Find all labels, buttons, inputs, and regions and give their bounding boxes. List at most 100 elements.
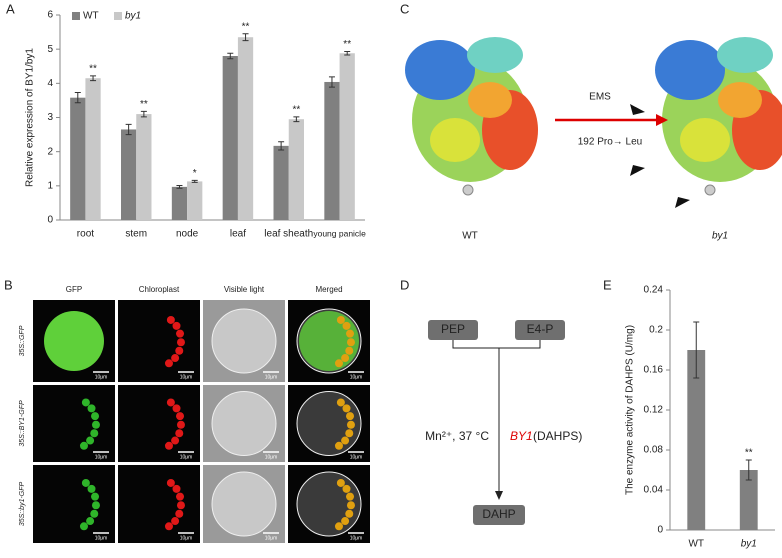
- chloroplast: [166, 478, 175, 487]
- chloroplast: [91, 420, 100, 429]
- scale-label: 10μm: [265, 454, 278, 460]
- y-tick-label: 0.08: [644, 445, 664, 456]
- node-label: DAHP: [482, 507, 515, 521]
- chloroplast: [175, 509, 184, 518]
- bar: [136, 114, 152, 220]
- significance: **: [292, 104, 300, 115]
- chloroplast: [336, 478, 345, 487]
- scale-label: 10μm: [265, 374, 278, 380]
- bar: [70, 97, 86, 220]
- chloroplast: [346, 420, 355, 429]
- chloroplast: [81, 398, 90, 407]
- y-tick-label: 2: [47, 146, 53, 157]
- arrow-head: [495, 491, 503, 500]
- error-bar: [227, 52, 234, 60]
- legend-swatch: [72, 12, 80, 20]
- panel-label: D: [400, 277, 409, 292]
- chloroplast: [90, 429, 99, 438]
- bar: [222, 56, 238, 220]
- chloroplast: [79, 441, 88, 450]
- chloroplast: [346, 412, 355, 421]
- significance: **: [140, 99, 148, 110]
- y-tick-label: 0.16: [644, 365, 664, 376]
- chloroplast: [345, 346, 354, 355]
- bar: [339, 53, 355, 221]
- column-header: Chloroplast: [139, 285, 180, 294]
- chloroplast: [342, 484, 351, 493]
- chloroplast: [166, 315, 175, 324]
- chloroplast: [171, 517, 180, 526]
- error-bar: [74, 92, 81, 104]
- row-label: 35S::BY1-GFP: [19, 400, 26, 447]
- significance: **: [242, 21, 250, 32]
- bar: [171, 186, 188, 220]
- chloroplast: [172, 404, 181, 413]
- y-tick-label: 0.04: [644, 485, 664, 496]
- significance: *: [193, 168, 197, 179]
- y-tick-label: 0.12: [644, 405, 664, 416]
- micrograph: [33, 385, 115, 462]
- micrograph: [118, 300, 200, 382]
- chloroplast: [87, 404, 96, 413]
- row-label: 35S::by1-GFP: [19, 481, 26, 526]
- chloroplast: [176, 329, 185, 338]
- chloroplast: [346, 338, 355, 347]
- scale-label: 10μm: [95, 374, 108, 380]
- significance: **: [343, 39, 351, 50]
- structure-label: by1: [712, 231, 728, 242]
- node-box: [428, 320, 478, 340]
- chloroplast: [341, 517, 350, 526]
- chloroplast: [346, 501, 355, 510]
- chloroplast: [86, 517, 95, 526]
- scale-label: 10μm: [350, 374, 363, 380]
- pointer: [630, 104, 645, 115]
- y-tick-label: 0.24: [644, 285, 664, 296]
- chloroplast: [334, 441, 343, 450]
- y-axis-label: Relative expression of BY1/by1: [25, 48, 36, 187]
- y-tick-label: 0.2: [649, 325, 663, 336]
- node-box: [515, 320, 565, 340]
- error-bar: [90, 75, 97, 82]
- node-label: E4-P: [527, 322, 554, 336]
- node-label: PEP: [441, 322, 465, 336]
- y-tick-label: 4: [47, 78, 53, 89]
- scale-label: 10μm: [95, 454, 108, 460]
- chloroplast: [176, 492, 185, 501]
- cell-outline: [211, 391, 277, 456]
- column-header: Merged: [315, 285, 342, 294]
- chloroplast: [171, 436, 180, 445]
- enzyme: BY1: [510, 429, 533, 443]
- chloroplast: [164, 441, 173, 450]
- panel-label: A: [6, 1, 15, 16]
- chloroplast: [176, 412, 185, 421]
- bar: [288, 119, 304, 220]
- column-header: GFP: [66, 285, 82, 294]
- chloroplast: [87, 484, 96, 493]
- chloroplast: [164, 522, 173, 531]
- scale-label: 10μm: [180, 374, 193, 380]
- x-tick-label: leaf: [230, 229, 246, 240]
- chloroplast: [166, 398, 175, 407]
- chloroplast: [346, 329, 355, 338]
- x-tick-label: WT: [688, 539, 704, 550]
- chloroplast: [175, 346, 184, 355]
- bar: [237, 37, 254, 221]
- bar: [121, 129, 137, 220]
- chloroplast: [175, 429, 184, 438]
- scale-label: 10μm: [350, 454, 363, 460]
- protein-by1: [655, 37, 782, 196]
- structure-label: WT: [462, 231, 478, 242]
- y-tick-label: 3: [47, 112, 53, 123]
- mutation: 192 Pro→ Leu: [578, 137, 643, 148]
- chloroplast: [91, 492, 100, 501]
- scale-label: 10μm: [350, 535, 363, 541]
- chloroplast: [90, 509, 99, 518]
- chloroplast: [342, 404, 351, 413]
- chloroplast: [346, 492, 355, 501]
- bar: [687, 350, 706, 530]
- y-tick-label: 1: [47, 180, 53, 191]
- significance: **: [745, 448, 753, 459]
- chloroplast: [79, 522, 88, 531]
- micrograph: [118, 385, 200, 462]
- y-tick-label: 0: [657, 525, 663, 536]
